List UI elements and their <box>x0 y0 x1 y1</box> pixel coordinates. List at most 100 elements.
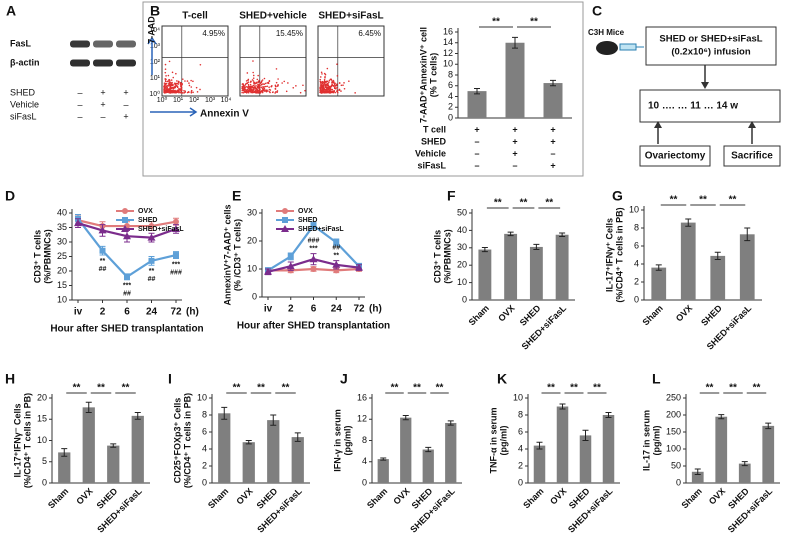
flow-dot <box>261 89 264 92</box>
flow-dot <box>342 84 344 86</box>
bar <box>131 415 144 483</box>
point <box>74 219 82 227</box>
flow-dot <box>195 86 198 89</box>
flow-dot <box>321 73 323 75</box>
flow-dot <box>264 85 267 88</box>
bar <box>218 413 231 483</box>
flow-dot <box>250 80 252 83</box>
bar <box>691 471 704 483</box>
flow-dot <box>253 86 256 89</box>
syringe-icon <box>619 43 637 51</box>
flow-y-tick: 10⁴ <box>149 27 160 34</box>
y-tick-label: 0 <box>42 477 47 487</box>
bar <box>107 445 120 483</box>
flow-y-tick: 10² <box>150 59 161 66</box>
x-tick-label: iv <box>264 304 273 315</box>
x-tick-label: 6 <box>124 307 130 318</box>
flow-y-tick: 10³ <box>150 43 161 50</box>
flow-dot <box>179 84 182 86</box>
condition-sign: + <box>512 124 517 134</box>
flow-dot <box>178 91 181 93</box>
bar <box>651 267 667 300</box>
flow-dot <box>180 86 183 89</box>
flow-dot <box>327 91 330 94</box>
flow-dot <box>163 91 165 93</box>
flow-dot <box>165 75 167 77</box>
condition-sign: + <box>550 160 555 170</box>
flow-dot <box>177 89 179 91</box>
flow-dot <box>247 81 250 83</box>
x-tick-label: OVX <box>548 486 569 507</box>
flow-dot <box>242 91 245 94</box>
flow-dot <box>326 67 329 70</box>
significance-label: ** <box>413 383 421 394</box>
point <box>173 218 179 225</box>
flow-dot <box>253 91 256 93</box>
y-tick-label: 10 <box>443 59 453 69</box>
panel-letter: I <box>168 371 172 387</box>
y-tick-label: 8 <box>202 409 207 419</box>
y-axis-label: (pg/ml) <box>651 426 661 456</box>
bar <box>377 459 389 483</box>
flow-dot <box>252 60 254 62</box>
bar <box>543 83 563 118</box>
flow-dot <box>323 81 326 84</box>
flow-dot <box>320 71 323 74</box>
bar <box>556 406 569 483</box>
flow-dot <box>252 71 254 74</box>
error-bar <box>741 461 748 467</box>
flow-dot <box>192 91 194 94</box>
condition-sign: – <box>77 99 82 109</box>
blot-band <box>116 59 136 67</box>
condition-sign: – <box>474 136 479 146</box>
flow-dot <box>171 87 174 89</box>
point <box>333 239 340 246</box>
flow-dot <box>258 87 260 89</box>
flow-dot <box>181 91 183 94</box>
flow-dot <box>327 84 330 87</box>
flow-dot <box>330 84 333 87</box>
flow-dot <box>324 75 326 78</box>
flow-dot <box>181 78 184 80</box>
flow-dot <box>174 85 177 88</box>
y-tick-label: 4 <box>448 91 453 101</box>
y-tick-label: 12 <box>443 48 453 58</box>
flow-dot <box>252 74 255 77</box>
point-label: *** <box>123 283 131 290</box>
flow-dot <box>192 80 194 83</box>
error-bar <box>61 448 68 457</box>
flow-dot <box>259 82 262 84</box>
flow-dot <box>249 83 252 86</box>
panel-letter: C <box>592 3 602 19</box>
y-tick-label: 6 <box>202 426 207 436</box>
flow-dot <box>248 89 250 92</box>
point-label: ## <box>99 266 107 273</box>
error-bar <box>559 232 566 237</box>
condition-sign: + <box>100 87 105 97</box>
flow-dot <box>169 80 171 82</box>
flow-dot <box>255 84 257 87</box>
y-tick-label: 0 <box>676 477 681 487</box>
flow-dot <box>274 85 277 87</box>
bar <box>602 415 615 483</box>
flow-dot <box>276 85 279 87</box>
y-axis-label: IL-17⁺IFNγ⁺ Cells <box>604 218 614 292</box>
flow-dot <box>295 85 297 87</box>
y-tick-label: 8 <box>518 409 523 419</box>
flow-dot <box>167 80 170 82</box>
significance-label: ** <box>436 383 444 394</box>
flow-dot <box>190 89 193 92</box>
condition-label: Vehicle <box>10 99 39 109</box>
flow-dot <box>170 83 173 85</box>
y-tick-label: 100 <box>666 443 681 453</box>
flow-dot <box>266 85 269 88</box>
y-tick-label: 4 <box>518 443 523 453</box>
y-tick-label: 2 <box>518 460 523 470</box>
flow-dot <box>276 91 278 94</box>
flow-dot <box>186 80 189 82</box>
flow-dot <box>168 60 171 63</box>
y-tick-label: 2 <box>202 460 207 470</box>
flow-dot <box>244 88 247 91</box>
flow-dot <box>321 81 324 83</box>
error-bar <box>110 443 117 448</box>
